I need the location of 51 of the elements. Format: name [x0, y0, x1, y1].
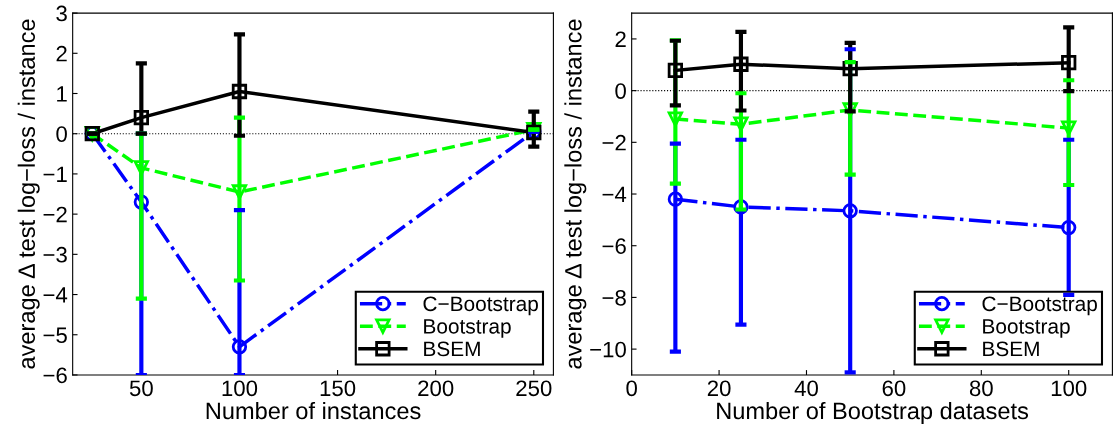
y-tick-label: −3 [43, 246, 67, 263]
y-tick-label: −5 [43, 327, 67, 344]
point [133, 109, 149, 126]
y-axis-title: average Δ test log−loss / instance [564, 19, 587, 369]
y-tick-label: 2 [615, 31, 626, 47]
point [733, 56, 749, 72]
y-tick-label: −6 [602, 238, 626, 254]
x-tick-label: 100 [222, 380, 258, 397]
y-tick-label: 2 [56, 45, 67, 62]
x-tick-label: 200 [418, 380, 454, 397]
x-axis-title: Number of instances [206, 401, 421, 420]
y-tick-label: −4 [43, 287, 68, 303]
x-tick-label: 40 [794, 380, 818, 397]
point [1061, 219, 1077, 236]
y-tick-label: −2 [602, 134, 626, 151]
x-tick-label: 100 [1051, 380, 1087, 397]
x-tick-label: 250 [516, 380, 552, 397]
point [133, 160, 149, 176]
point [842, 203, 858, 219]
y-tick-label: 1 [57, 86, 67, 102]
y-tick-label: 3 [56, 5, 67, 22]
legend-label: BSEM [424, 341, 480, 357]
point [231, 339, 248, 355]
legend-label: Bootstrap [424, 319, 511, 338]
y-tick-label: −2 [43, 206, 67, 223]
x-tick-label: 20 [707, 380, 731, 397]
y-tick-label: 0 [615, 83, 626, 99]
point [231, 83, 248, 100]
x-tick-label: 50 [129, 380, 153, 397]
x-tick-label: 0 [626, 380, 637, 397]
y-tick-label: −10 [590, 341, 626, 358]
point [667, 62, 684, 79]
x-tick-label: 150 [320, 380, 356, 397]
y-tick-label: −8 [602, 289, 626, 306]
legend-label: C−Bootstrap [982, 296, 1097, 316]
y-tick-label: −1 [43, 166, 67, 182]
point [1061, 120, 1077, 136]
point [1061, 55, 1077, 71]
y-tick-label: −4 [602, 186, 627, 203]
x-tick-label: 60 [882, 380, 906, 397]
legend-label: BSEM [983, 341, 1039, 357]
y-axis-title: average Δ test log−loss / instance [17, 19, 40, 369]
point [667, 191, 684, 207]
y-tick-label: −6 [43, 367, 67, 384]
x-axis-title: Number of Bootstrap datasets [717, 401, 1029, 424]
point [667, 111, 684, 127]
point [733, 116, 749, 132]
y-tick-label: 0 [56, 126, 67, 142]
x-tick-label: 80 [969, 380, 993, 397]
legend-label: C−Bootstrap [423, 296, 538, 316]
legend-label: Bootstrap [983, 319, 1070, 338]
